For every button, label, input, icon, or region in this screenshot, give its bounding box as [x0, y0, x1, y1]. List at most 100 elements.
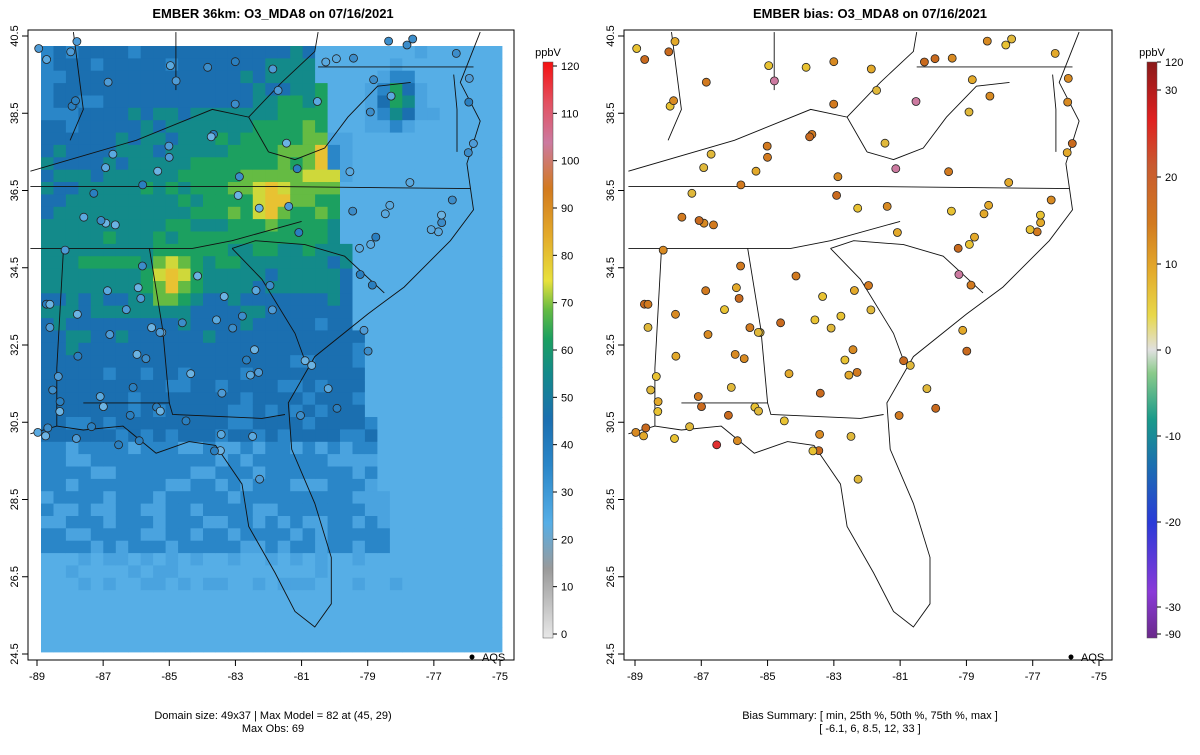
model-grid-cell [477, 46, 490, 59]
model-grid-cell [315, 330, 328, 344]
model-grid-cell [315, 503, 328, 517]
obs-site-marker [164, 152, 174, 162]
obs-site-marker [829, 57, 839, 67]
model-grid-cell [165, 330, 179, 344]
boundary-line [628, 220, 901, 249]
model-grid-cell [190, 281, 204, 294]
model-grid-cell [41, 243, 54, 257]
obs-site-marker [254, 367, 264, 377]
model-grid-cell [90, 466, 104, 480]
model-grid-cell [352, 429, 366, 443]
bias-state-boundaries [628, 31, 1080, 628]
model-grid-cell [90, 639, 104, 653]
model-grid-cell [477, 590, 490, 603]
obs-site-marker [363, 346, 373, 356]
model-grid-cell [165, 478, 179, 492]
model-grid-cell [215, 169, 229, 183]
model-grid-cell [203, 516, 216, 529]
model-grid-cell [327, 528, 341, 542]
model-grid-cell [464, 107, 478, 121]
obs-site-marker [829, 99, 839, 109]
model-grid-cell [227, 454, 241, 467]
model-grid-cell [439, 342, 453, 356]
obs-site-marker [108, 149, 118, 159]
model-grid-cell [128, 528, 142, 542]
model-grid-cell [215, 466, 229, 480]
model-grid-cell [414, 355, 428, 368]
model-grid-cell [165, 194, 179, 208]
model-grid-cell [240, 565, 254, 579]
model-grid-cell [90, 577, 104, 591]
model-grid-cell [439, 107, 453, 121]
model-grid-cell [90, 46, 104, 59]
model-grid-cell [489, 318, 503, 331]
obs-site-marker [138, 180, 148, 190]
model-grid-cell [302, 441, 316, 455]
model-grid-cell [489, 157, 503, 171]
model-grid-cell [203, 206, 216, 220]
model-grid-cell [302, 305, 316, 319]
model-grid-cell [165, 614, 179, 628]
model-grid-cell [165, 379, 179, 393]
model-grid-cell [277, 330, 291, 344]
model-grid-cell [364, 182, 378, 195]
model-grid-cell [302, 219, 316, 232]
model-grid-cell [140, 367, 154, 381]
model-grid-cell [65, 454, 79, 467]
boundary-line [830, 240, 984, 294]
model-grid-cell [115, 602, 129, 616]
y-tick-label: 36.5 [605, 180, 617, 201]
model-grid-cell [178, 441, 191, 455]
model-grid-cell [402, 355, 416, 368]
model-panel-title: EMBER 36km: O3_MDA8 on 07/16/2021 [152, 6, 393, 21]
model-grid-cell [41, 553, 54, 566]
boundary-line [681, 402, 884, 419]
colorbar-tick-label: 0 [561, 629, 567, 641]
model-grid-cell [140, 429, 154, 443]
model-grid-cell [277, 157, 291, 171]
obs-site-marker [643, 299, 653, 309]
model-grid-cell [464, 194, 478, 208]
colorbar-tick-label: 30 [561, 487, 573, 499]
y-tick-label: 24.5 [9, 643, 21, 664]
obs-site-marker [815, 388, 825, 398]
model-grid-cell [364, 602, 378, 616]
model-grid-cell [327, 132, 341, 146]
model-grid-cell [128, 157, 142, 171]
model-grid-cell [215, 639, 229, 653]
model-grid-cell [364, 639, 378, 653]
model-grid-cell [165, 107, 179, 121]
y-tick-label: 32.5 [9, 334, 21, 355]
model-grid-cell [439, 528, 453, 542]
model-grid-cell [402, 120, 416, 133]
model-grid-cell [414, 318, 428, 331]
obs-site-marker [1046, 195, 1056, 205]
model-grid-cell [140, 132, 154, 146]
colorbar-tick-label: 120 [1165, 57, 1183, 69]
model-grid-cell [315, 454, 328, 467]
model-grid-cell [252, 441, 266, 455]
model-grid-cell [140, 95, 154, 109]
model-grid-cell [389, 206, 403, 220]
model-grid-cell [352, 281, 366, 294]
obs-site-marker [763, 152, 772, 162]
model-grid-cell [439, 367, 453, 381]
model-grid-cell [402, 577, 416, 591]
model-grid-cell [53, 590, 67, 603]
model-grid-cell [65, 466, 79, 480]
model-grid-cell [464, 540, 478, 554]
model-grid-cell [252, 157, 266, 171]
model-grid-cell [327, 602, 341, 616]
model-grid-cell [402, 491, 416, 504]
model-grid-cell [265, 392, 279, 406]
model-grid-cell [165, 565, 179, 579]
model-grid-cell [414, 243, 428, 257]
x-tick-label: -79 [360, 671, 376, 683]
model-grid-cell [477, 528, 490, 542]
model-grid-cell [402, 528, 416, 542]
model-grid-cell [464, 553, 478, 566]
model-grid-cell [327, 466, 341, 480]
model-grid-cell [103, 627, 117, 641]
model-grid-cell [414, 392, 428, 406]
obs-site-marker [754, 406, 763, 416]
